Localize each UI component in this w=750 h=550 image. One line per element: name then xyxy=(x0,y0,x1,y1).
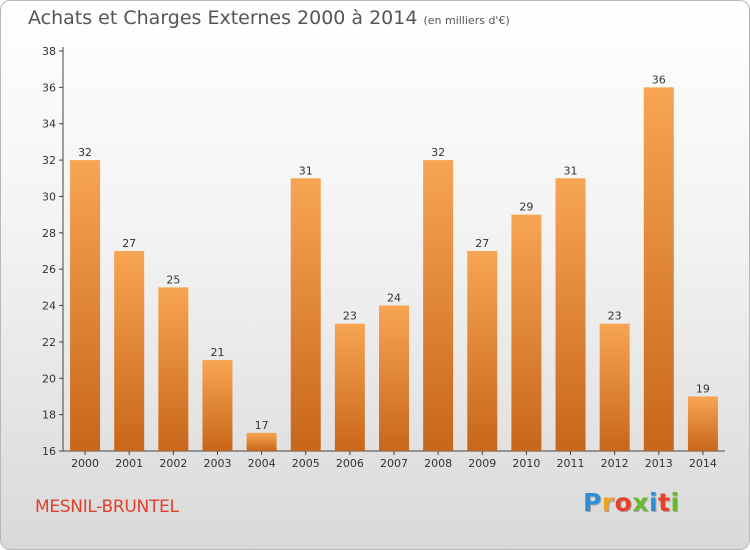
chart-title-text: Achats et Charges Externes 2000 à 2014 xyxy=(28,7,418,29)
y-tick-label: 16 xyxy=(42,445,56,458)
bar xyxy=(290,178,321,452)
logo-letter: x xyxy=(632,488,649,517)
bar xyxy=(114,251,145,451)
x-tick-label: 2011 xyxy=(557,457,585,470)
bar xyxy=(202,360,233,451)
x-tick-label: 2000 xyxy=(71,457,99,470)
data-label: 32 xyxy=(431,146,445,159)
bar xyxy=(423,160,454,451)
chart-title: Achats et Charges Externes 2000 à 2014 (e… xyxy=(28,7,510,29)
logo-letter: r xyxy=(601,488,615,517)
chart-subtitle: (en milliers d'€) xyxy=(423,14,510,27)
logo-letter: i xyxy=(670,488,680,517)
bar xyxy=(687,396,718,451)
data-label: 31 xyxy=(299,164,313,177)
y-tick-label: 20 xyxy=(42,372,56,385)
bar xyxy=(334,323,365,451)
y-tick-label: 26 xyxy=(42,263,56,276)
x-tick-label: 2006 xyxy=(336,457,364,470)
logo-letter: o xyxy=(614,488,633,517)
data-label: 23 xyxy=(608,310,622,323)
x-tick-label: 2014 xyxy=(689,457,717,470)
x-tick-label: 2002 xyxy=(159,457,187,470)
bar xyxy=(467,251,498,451)
data-label: 25 xyxy=(166,273,180,286)
logo-letter: P xyxy=(583,488,602,517)
y-tick-label: 24 xyxy=(42,300,56,313)
x-tick-label: 2013 xyxy=(645,457,673,470)
data-label: 27 xyxy=(475,237,489,250)
logo-letter: t xyxy=(658,488,671,517)
bar xyxy=(246,432,277,451)
data-label: 17 xyxy=(255,419,269,432)
data-label: 23 xyxy=(343,310,357,323)
data-label: 29 xyxy=(519,201,533,214)
x-tick-label: 2005 xyxy=(292,457,320,470)
x-tick-label: 2007 xyxy=(380,457,408,470)
data-label: 19 xyxy=(696,382,710,395)
data-label: 31 xyxy=(564,164,578,177)
bar xyxy=(599,323,630,451)
bars: 32 27 25 21 17 31 23 24 32 27 29 31 23 36 19 xyxy=(70,73,718,452)
y-tick-label: 36 xyxy=(42,81,56,94)
bar xyxy=(70,160,101,451)
y-tick-label: 18 xyxy=(42,409,56,422)
commune-name: MESNIL-BRUNTEL xyxy=(35,497,179,517)
data-label: 36 xyxy=(652,73,666,86)
y-tick-label: 38 xyxy=(42,45,56,58)
y-tick-label: 28 xyxy=(42,227,56,240)
data-label: 27 xyxy=(122,237,136,250)
x-tick-label: 2012 xyxy=(601,457,629,470)
bar xyxy=(555,178,586,452)
y-tick-label: 32 xyxy=(42,154,56,167)
y-tick-label: 22 xyxy=(42,336,56,349)
bar xyxy=(511,214,542,451)
x-tick-label: 2003 xyxy=(203,457,231,470)
bar xyxy=(379,305,409,451)
bar xyxy=(158,287,189,451)
data-label: 21 xyxy=(210,346,224,359)
logo-letter: i xyxy=(649,488,659,517)
x-tick-label: 2001 xyxy=(115,457,143,470)
x-tick-label: 2009 xyxy=(468,457,496,470)
data-label: 32 xyxy=(78,146,92,159)
bar xyxy=(643,87,674,451)
x-tick-label: 2004 xyxy=(248,457,276,470)
x-tick-label: 2008 xyxy=(424,457,452,470)
proxiti-logo: Proxiti xyxy=(583,488,680,517)
data-label: 24 xyxy=(387,292,401,305)
y-tick-label: 34 xyxy=(42,118,56,131)
x-tick-label: 2010 xyxy=(512,457,540,470)
y-tick-label: 30 xyxy=(42,190,56,203)
